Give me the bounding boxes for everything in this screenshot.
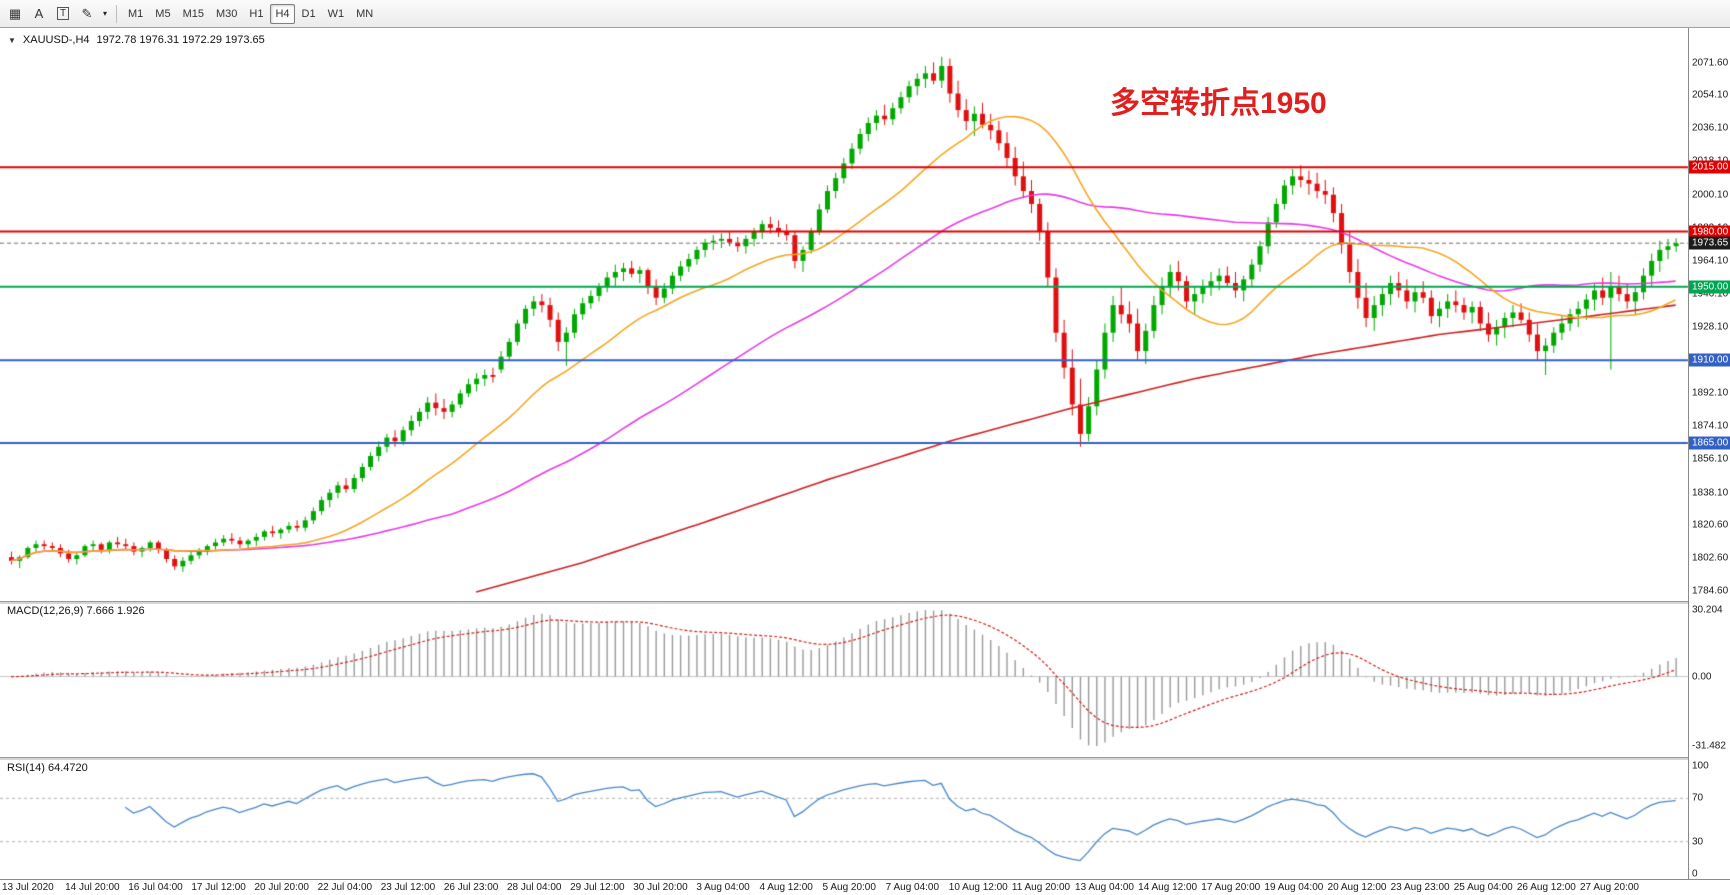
text-label-icon[interactable]: T — [52, 3, 74, 25]
rsi-label: RSI(14) 64.4720 — [7, 762, 88, 774]
price-tick: 2071.60 — [1692, 57, 1729, 69]
symbol-ohlc-label: ▼ XAUUSD-,H4 1972.78 1976.31 1972.29 197… — [8, 34, 265, 46]
price-tick: 2054.10 — [1692, 89, 1729, 101]
macd-axis-label: 30.204 — [1692, 604, 1723, 616]
template-grid-icon[interactable]: ▦ — [8, 5, 22, 21]
time-label: 30 Jul 20:00 — [633, 882, 688, 893]
price-axis[interactable]: 2071.602054.102036.102018.102000.101982.… — [1688, 28, 1730, 895]
time-label: 17 Jul 12:00 — [191, 882, 246, 893]
time-label: 10 Aug 12:00 — [948, 882, 1008, 893]
chevron-down-icon[interactable]: ▼ — [8, 35, 16, 45]
time-label: 14 Jul 20:00 — [65, 882, 120, 893]
timeframe-button-w1[interactable]: W1 — [327, 7, 345, 20]
price-level-badge: 1865.00 — [1689, 436, 1730, 450]
price-tick: 1928.10 — [1692, 321, 1729, 333]
timeframe-button-m30[interactable]: M30 — [215, 7, 238, 20]
pencil-dropdown-icon[interactable]: ▾ — [102, 9, 107, 18]
price-tick: 2036.10 — [1692, 122, 1729, 134]
timeframe-button-d1[interactable]: D1 — [301, 7, 316, 20]
annotation-text: 多空转折点1950 — [1110, 87, 1327, 120]
rsi-axis-label: 30 — [1692, 836, 1704, 848]
ohlc-values: 1972.78 1976.31 1972.29 1973.65 — [96, 34, 265, 46]
time-label: 3 Aug 04:00 — [696, 882, 750, 893]
time-label: 23 Jul 12:00 — [380, 882, 436, 893]
drawing-tools-group: ▦ A T ✎ ▾ — [3, 3, 111, 25]
price-tick: 1964.10 — [1692, 255, 1729, 267]
current-price-badge: 1973.65 — [1689, 236, 1730, 250]
macd-axis-label: -31.482 — [1692, 740, 1726, 752]
time-label: 26 Jul 23:00 — [443, 882, 499, 893]
price-level-badge: 1980.00 — [1689, 225, 1730, 239]
price-tick: 1820.60 — [1692, 519, 1729, 531]
time-label: 26 Aug 12:00 — [1516, 882, 1576, 893]
symbol-name: XAUUSD-,H4 — [22, 34, 90, 46]
time-label: 17 Aug 20:00 — [1201, 882, 1261, 893]
price-tick: 1784.60 — [1692, 585, 1729, 597]
time-label: 7 Aug 04:00 — [885, 882, 940, 893]
panel-separator[interactable] — [0, 601, 1730, 604]
toolbar-separator — [116, 4, 117, 23]
pencil-draw-icon[interactable]: ✎ — [81, 5, 93, 21]
macd-axis-label: 0.00 — [1692, 671, 1712, 683]
text-a-icon[interactable]: A — [34, 6, 44, 21]
price-level-badge: 2015.00 — [1689, 160, 1730, 174]
time-label: 19 Aug 04:00 — [1264, 882, 1324, 893]
time-label: 11 Aug 20:00 — [1011, 882, 1071, 893]
price-tick: 1892.10 — [1692, 387, 1729, 399]
time-label: 23 Aug 23:00 — [1390, 882, 1450, 893]
price-tick: 1838.10 — [1692, 487, 1729, 499]
timeframe-button-h4[interactable]: H4 — [270, 3, 295, 24]
toolbar: ▦ A T ✎ ▾ M1 M5 M15 M30 H1 H4 D1 W1 MN — [0, 0, 1730, 28]
rsi-axis-label: 0 — [1692, 868, 1698, 880]
price-tick: 1802.60 — [1692, 552, 1729, 564]
rsi-axis-label: 70 — [1692, 792, 1704, 804]
time-label: 25 Aug 04:00 — [1453, 882, 1513, 893]
time-label: 16 Jul 04:00 — [128, 882, 183, 893]
time-label: 22 Jul 04:00 — [317, 882, 373, 893]
time-label: 14 Aug 12:00 — [1138, 882, 1198, 893]
timeframe-button-m5[interactable]: M5 — [155, 7, 171, 20]
time-label: 29 Jul 12:00 — [570, 882, 625, 893]
price-tick: 1856.10 — [1692, 453, 1729, 465]
time-label: 5 Aug 20:00 — [822, 882, 876, 893]
rsi-axis-label: 100 — [1692, 760, 1709, 772]
price-level-badge: 1910.00 — [1689, 353, 1730, 367]
timeframe-button-m15[interactable]: M15 — [182, 7, 204, 20]
timeframe-button-mn[interactable]: MN — [356, 7, 374, 20]
macd-label: MACD(12,26,9) 7.666 1.926 — [7, 605, 145, 617]
time-label: 4 Aug 12:00 — [759, 882, 813, 893]
price-tick: 1874.10 — [1692, 420, 1729, 432]
time-axis[interactable]: 13 Jul 2020 14 Jul 20:00 16 Jul 04:00 17 Ju… — [0, 879, 1730, 895]
panel-separator[interactable] — [0, 757, 1730, 760]
price-level-badge: 1950.00 — [1689, 280, 1730, 294]
price-tick: 2000.10 — [1692, 189, 1729, 201]
time-label: 13 Jul 2020 — [2, 882, 54, 893]
time-label: 20 Jul 20:00 — [254, 882, 309, 893]
timeframe-button-m1[interactable]: M1 — [128, 7, 144, 20]
timeframe-group: M1 M5 M15 M30 H1 H4 D1 W1 MN — [122, 3, 379, 24]
time-label: 13 Aug 04:00 — [1075, 882, 1134, 893]
time-label: 20 Aug 12:00 — [1327, 882, 1387, 893]
price-tick: 1946.10 — [1692, 288, 1729, 300]
time-label: 27 Aug 20:00 — [1580, 882, 1639, 893]
time-label: 28 Jul 04:00 — [506, 882, 562, 893]
timeframe-button-h1[interactable]: H1 — [249, 7, 264, 20]
